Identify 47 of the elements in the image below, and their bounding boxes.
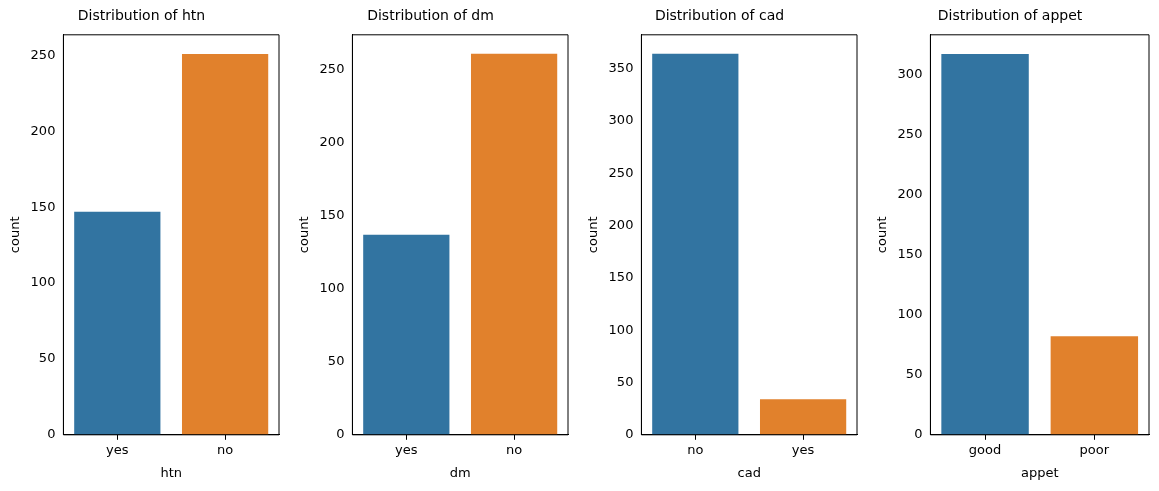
y-tick-label: 350 [608,59,634,75]
y-axis-title: count [874,216,890,254]
y-axis-title: count [296,216,312,254]
y-tick-label: 250 [30,46,56,62]
y-tick-label: 0 [336,426,345,442]
y-tick-label: 250 [897,125,923,141]
y-axis-title: count [585,216,601,254]
y-tick-label: 200 [608,216,634,232]
chart-title: Distribution of htn [77,7,206,24]
y-tick-label: 150 [30,198,56,214]
x-tick-label: no [506,441,523,457]
y-tick-label: 250 [608,164,634,180]
y-tick-label: 100 [319,280,345,296]
y-tick-label: 200 [319,134,345,150]
x-tick-label: no [217,441,234,457]
x-axis-title: dm [449,464,471,480]
y-tick-label: 0 [625,426,634,442]
y-tick-label: 200 [30,122,56,138]
y-tick-label: 50 [38,350,56,366]
x-axis-title: appet [1020,464,1059,480]
chart-title: Distribution of dm [367,7,494,24]
y-tick-label: 150 [608,269,634,285]
y-tick-label: 150 [897,245,923,261]
x-axis-title: htn [160,464,182,480]
x-tick-label: yes [791,441,815,457]
y-tick-label: 100 [608,321,634,337]
y-tick-label: 50 [327,353,345,369]
y-axis-title: count [7,216,23,254]
y-tick-label: 250 [319,61,345,77]
y-tick-label: 100 [897,306,923,322]
y-tick-label: 0 [47,426,56,442]
y-tick-label: 200 [897,185,923,201]
y-tick-label: 300 [897,65,923,81]
y-tick-label: 0 [914,426,923,442]
chart-title: Distribution of cad [654,7,785,24]
y-tick-label: 150 [319,207,345,223]
x-tick-label: yes [106,441,129,457]
x-tick-label: poor [1079,441,1110,457]
y-tick-label: 50 [905,366,923,382]
x-tick-label: yes [395,441,418,457]
x-tick-label: good [968,441,1002,457]
chart-title: Distribution of appet [937,7,1083,24]
x-tick-label: no [687,441,704,457]
y-tick-label: 50 [616,373,634,389]
x-axis-title: cad [737,464,761,480]
y-tick-label: 100 [30,274,56,290]
y-tick-label: 300 [608,112,634,128]
